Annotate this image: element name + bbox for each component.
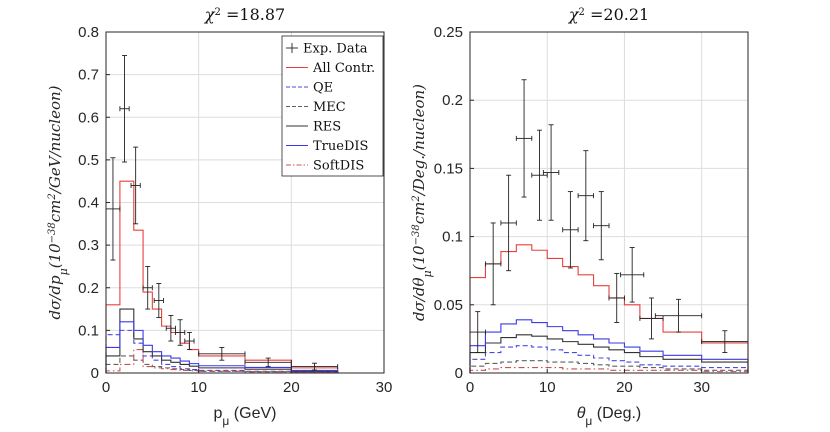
p2-series-truedis xyxy=(469,319,749,373)
p1-data-point-1 xyxy=(119,54,130,163)
p1-xtick-label-0: 0 xyxy=(102,379,110,396)
p1-data-point-4 xyxy=(153,283,164,319)
legend-entry-data: Exp. Data xyxy=(286,42,368,57)
p2-xtick-label-3: 30 xyxy=(693,379,710,396)
p1-ytick-label-7: 0.7 xyxy=(78,67,99,84)
p2-xtick-label-1: 10 xyxy=(539,379,556,396)
p1-title: χ2 =18.87 xyxy=(204,5,285,24)
p1-ytick-label-0: 0 xyxy=(91,365,99,382)
chart-panel-2: 0 10 20 30 0 0.05 0.1 0.15 0.2 0.25 χ2 =20.21 θμ (D… xyxy=(410,5,749,428)
p2-ytick-label-5: 0.25 xyxy=(434,24,463,41)
p2-data-point-1 xyxy=(484,222,502,306)
p1-xtick-label-1: 10 xyxy=(190,379,207,396)
p1-ytick-label-1: 0.1 xyxy=(78,322,99,339)
p2-ytick-label-2: 0.1 xyxy=(442,229,463,246)
legend-label-data: Exp. Data xyxy=(303,42,368,57)
p1-data-point-5 xyxy=(165,315,176,342)
p1-data-point-9 xyxy=(244,357,292,368)
legend-entry-mec: MEC xyxy=(286,100,346,115)
p1-ytick-label-5: 0.5 xyxy=(78,152,99,169)
p1-data-point-7 xyxy=(184,332,195,351)
legend-label-all: All Contr. xyxy=(312,61,375,76)
p1-data-point-8 xyxy=(198,346,246,361)
legend-label-truedis: TrueDIS xyxy=(313,139,368,154)
p1-series-res xyxy=(105,308,339,373)
p1-data-point-2 xyxy=(130,146,141,225)
p1-xtick-label-3: 30 xyxy=(376,379,393,396)
p1-ylabel: dσ/dpμ(10−38cm2/GeV/nucleon) xyxy=(46,85,70,319)
p2-data-point-6 xyxy=(562,191,579,269)
p2-ytick-label-3: 0.15 xyxy=(434,160,463,177)
p2-plot-area xyxy=(470,32,748,373)
p1-ytick-label-6: 0.6 xyxy=(78,109,99,126)
p2-title: χ2 =20.21 xyxy=(568,5,649,24)
p1-ytick-label-2: 0.2 xyxy=(78,280,99,297)
p1-xlabel: pμ (GeV) xyxy=(214,405,277,428)
p1-ytick-label-4: 0.4 xyxy=(78,195,99,212)
p1-data-point-3 xyxy=(142,265,153,310)
p1-ytick-label-3: 0.3 xyxy=(78,237,99,254)
p2-data-point-10 xyxy=(620,247,645,303)
p1-xtick-label-2: 20 xyxy=(283,379,300,396)
p2-data-point-5 xyxy=(542,124,560,221)
p2-series-mec xyxy=(469,360,749,373)
legend-label-mec: MEC xyxy=(313,100,346,115)
p2-series-softdis xyxy=(469,366,749,373)
p1-data-point-6 xyxy=(175,319,186,346)
p2-axes-box xyxy=(469,31,749,374)
p2-data-point-11 xyxy=(639,297,664,340)
p2-data-point-3 xyxy=(515,79,533,198)
legend-entry-softdis: SoftDIS xyxy=(286,159,364,174)
p2-data-point-8 xyxy=(593,191,610,261)
legend-entry-qe: QE xyxy=(286,81,333,96)
p2-ytick-label-0: 0 xyxy=(455,365,463,382)
p2-data-point-7 xyxy=(577,150,595,242)
p2-data-point-9 xyxy=(608,272,625,323)
p2-ylabel: dσ/dθμ(10−38cm2/Deg./nucleon) xyxy=(410,84,434,321)
legend-entry-truedis: TrueDIS xyxy=(286,139,368,154)
p2-xtick-label-0: 0 xyxy=(466,379,474,396)
p1-ytick-label-8: 0.8 xyxy=(78,24,99,41)
p1-series-truedis xyxy=(105,321,339,373)
legend-entry-res: RES xyxy=(286,120,341,135)
legend-label-res: RES xyxy=(313,120,341,135)
p2-data-point-4 xyxy=(531,129,548,221)
legend-label-softdis: SoftDIS xyxy=(313,159,364,174)
p2-ytick-label-1: 0.05 xyxy=(434,297,463,314)
p2-ytick-label-4: 0.2 xyxy=(442,92,463,109)
legend-label-qe: QE xyxy=(313,81,333,96)
legend-entry-all: All Contr. xyxy=(286,61,375,76)
p2-xtick-label-2: 20 xyxy=(616,379,633,396)
legend: Exp. Data All Contr. QE MEC RES TrueDIS SoftDI… xyxy=(281,35,384,177)
p2-data-point-12 xyxy=(654,298,703,333)
p2-data-point-2 xyxy=(500,174,517,272)
p2-series-res xyxy=(469,334,749,373)
p2-xlabel: θμ (Deg.) xyxy=(577,405,642,428)
p1-data-point-10 xyxy=(290,362,339,371)
p1-series-softdis xyxy=(105,349,339,374)
